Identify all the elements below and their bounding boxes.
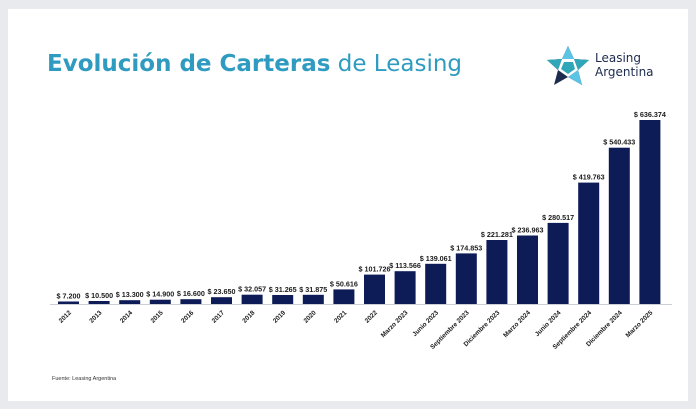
title-light: de Leasing [330,51,463,77]
bar-5 [211,297,232,304]
x-tick-label-6: 2018 [241,309,256,324]
leasing-argentina-logo: Leasing Argentina [545,44,665,88]
bar-8 [302,294,324,304]
data-label-11: $ 113.566 [389,261,421,270]
data-label-19: $ 636.374 [634,110,666,119]
x-tick-label-4: 2016 [180,309,195,324]
data-label-0: $ 7.200 [57,292,81,301]
bar-4 [180,299,202,304]
data-label-3: $ 14.900 [146,290,174,299]
data-label-6: $ 32.057 [238,285,266,294]
data-label-13: $ 174.853 [450,243,482,252]
bar-3 [149,299,171,304]
bar-1 [88,301,110,304]
x-tick-label-7: 2019 [272,309,287,324]
x-tick-label-1: 2013 [88,309,103,324]
data-label-15: $ 236.963 [512,226,544,235]
x-tick-label-0: 2012 [58,309,73,324]
bar-2 [119,300,141,304]
bar-9 [333,289,355,304]
bar-11 [394,271,416,304]
title-bold: Evolución de Carteras [47,51,331,77]
logo-text: Leasing Argentina [595,51,654,79]
bar-14 [486,240,508,304]
data-label-2: $ 13.300 [116,290,144,299]
bar-0 [58,301,79,304]
x-tick-label-9: 2021 [333,309,348,324]
bar-15 [517,235,538,304]
data-label-14: $ 221.281 [481,230,513,239]
x-tick-label-5: 2017 [211,309,226,324]
data-label-9: $ 50.616 [330,279,358,288]
data-label-10: $ 101.726 [359,265,391,274]
x-tick-label-15: Marzo 2024 [502,309,532,339]
bar-6 [241,294,263,304]
x-tick-label-12: Junio 2023 [411,309,440,338]
bar-17 [578,182,600,304]
source-note: Fuente: Leasing Argentina [52,376,117,382]
logo-line2: Argentina [595,65,654,79]
bar-10 [364,274,385,304]
bar-12 [425,263,447,304]
x-tick-label-11: Marzo 2023 [380,309,410,339]
data-label-18: $ 540.433 [603,138,635,147]
bar-16 [547,222,569,304]
bar-18 [608,147,630,304]
x-tick-label-19: Marzo 2025 [625,309,655,339]
star-logo-icon [547,46,589,85]
data-label-1: $ 10.500 [85,291,113,300]
data-label-12: $ 139.061 [420,254,452,263]
bar-7 [272,295,294,304]
x-tick-label-10: 2022 [364,309,379,324]
data-label-17: $ 419.763 [573,173,605,182]
data-label-4: $ 16.600 [177,289,205,298]
data-label-5: $ 23.650 [208,287,236,296]
x-tick-label-16: Junio 2024 [534,309,563,338]
x-tick-label-2: 2014 [119,309,134,324]
x-tick-label-3: 2015 [150,309,165,324]
page-title: Evolución de Carteras de Leasing [47,51,462,77]
data-label-8: $ 31.875 [299,285,327,294]
bar-13 [455,253,477,304]
bar-19 [639,120,661,304]
x-tick-label-8: 2020 [303,309,318,324]
logo-line1: Leasing [595,51,642,65]
data-label-7: $ 31.265 [269,285,297,294]
data-label-16: $ 280.517 [542,213,574,222]
